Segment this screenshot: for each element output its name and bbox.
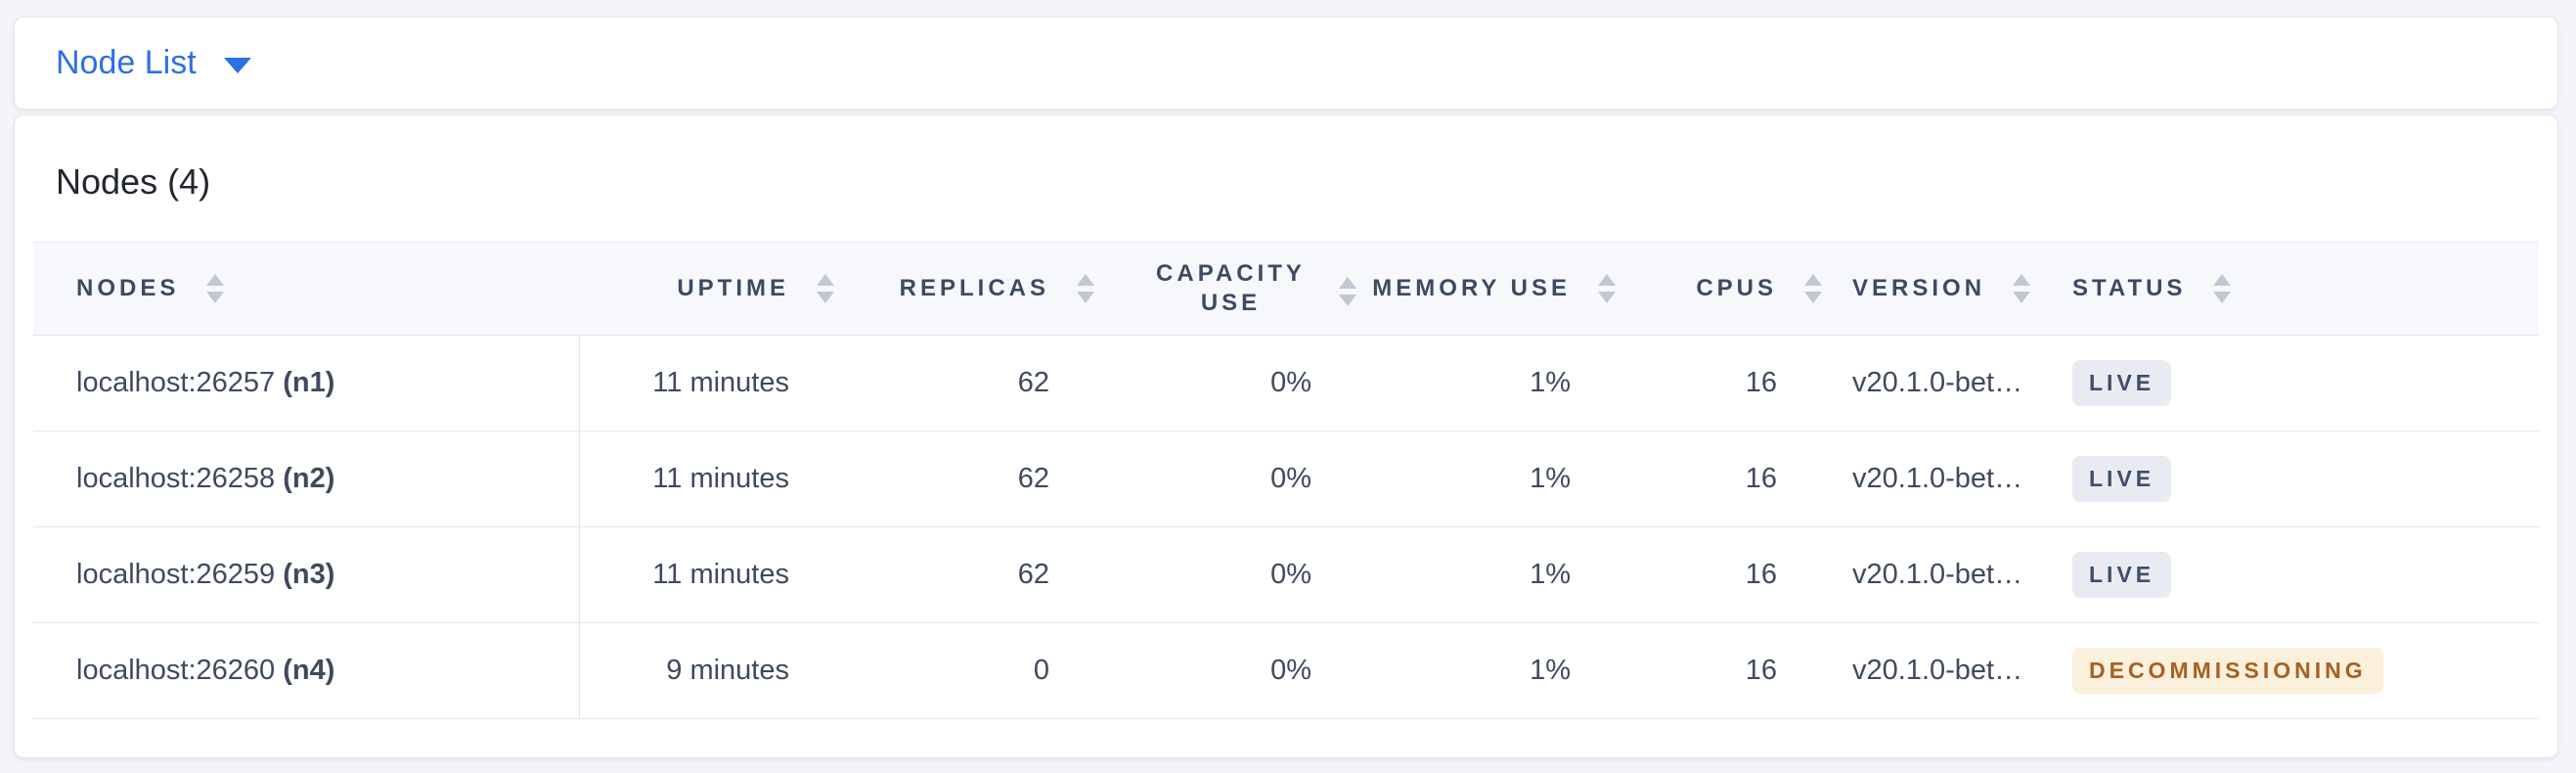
table-header-row: NODES UPTIME REPLICAS CAPACITY USE — [33, 242, 2539, 336]
column-header-version[interactable]: VERSION — [1777, 242, 2070, 336]
column-header-label: UPTIME — [677, 275, 789, 301]
replicas-value: 62 — [789, 526, 1049, 623]
sort-arrows-icon — [2013, 274, 2031, 303]
node-address: localhost:26258 — [76, 463, 276, 494]
capacity-use-value: 0% — [1049, 526, 1311, 623]
nodes-table: NODES UPTIME REPLICAS CAPACITY USE — [33, 242, 2539, 719]
sort-arrows-icon — [1077, 274, 1094, 303]
cpus-value: 16 — [1571, 431, 1777, 527]
nodes-card: Nodes (4) NODES UPTIME — [14, 114, 2558, 758]
column-header-label: STATUS — [2072, 275, 2187, 301]
status-badge: DECOMMISSIONING — [2072, 648, 2383, 694]
column-header-memory-use[interactable]: MEMORY USE — [1311, 242, 1616, 336]
node-address: localhost:26260 — [76, 655, 276, 686]
version-value: v20.1.0-bet… — [1777, 431, 2070, 527]
node-address-cell: localhost:26258 (n2) — [33, 431, 580, 527]
table-row: localhost:26259 (n3) 11 minutes 62 0% 1%… — [33, 526, 2539, 623]
column-header-cpus[interactable]: CPUS — [1571, 242, 1822, 336]
replicas-value: 0 — [789, 622, 1049, 719]
uptime-value: 11 minutes — [579, 526, 789, 623]
uptime-value: 9 minutes — [579, 622, 789, 719]
column-header-replicas[interactable]: REPLICAS — [789, 242, 1094, 336]
uptime-value: 11 minutes — [579, 431, 789, 527]
node-address: localhost:26257 — [76, 367, 276, 398]
memory-use-value: 1% — [1311, 622, 1571, 719]
memory-use-value: 1% — [1311, 335, 1571, 432]
view-selector-bar: Node List — [14, 17, 2558, 110]
sort-arrows-icon — [1804, 274, 1822, 303]
sort-arrows-icon — [2213, 274, 2232, 303]
status-badge: LIVE — [2072, 360, 2172, 406]
sort-arrows-icon — [1598, 274, 1616, 303]
node-id: (n3) — [283, 559, 335, 590]
column-header-label: VERSION — [1852, 275, 1986, 301]
cpus-value: 16 — [1571, 335, 1777, 432]
version-value: v20.1.0-bet… — [1777, 335, 2070, 432]
version-value: v20.1.0-bet… — [1777, 622, 2070, 719]
cpus-value: 16 — [1571, 622, 1777, 719]
page-title: Nodes (4) — [56, 161, 211, 202]
memory-use-value: 1% — [1311, 431, 1571, 527]
column-header-label: CAPACITY USE — [1156, 260, 1306, 316]
table-row: localhost:26260 (n4) 9 minutes 0 0% 1% 1… — [33, 622, 2539, 719]
caret-down-icon — [223, 57, 251, 73]
version-value: v20.1.0-bet… — [1777, 526, 2070, 623]
capacity-use-value: 0% — [1049, 622, 1311, 719]
capacity-use-value: 0% — [1049, 431, 1311, 527]
status-badge: LIVE — [2072, 552, 2172, 598]
node-id: (n1) — [283, 367, 335, 398]
node-id: (n4) — [283, 655, 335, 686]
replicas-value: 62 — [789, 335, 1049, 432]
uptime-value: 11 minutes — [579, 335, 789, 432]
replicas-value: 62 — [789, 431, 1049, 527]
column-header-label: REPLICAS — [899, 275, 1049, 301]
node-address: localhost:26259 — [76, 559, 276, 590]
sort-arrows-icon — [206, 274, 225, 303]
column-header-label: CPUS — [1696, 275, 1777, 301]
column-header-capacity-use[interactable]: CAPACITY USE — [1049, 242, 1356, 336]
capacity-use-value: 0% — [1049, 335, 1311, 432]
node-address-cell: localhost:26259 (n3) — [33, 526, 580, 623]
column-header-label: NODES — [76, 275, 180, 301]
node-id: (n2) — [283, 463, 335, 494]
view-selector-dropdown[interactable]: Node List — [56, 44, 251, 82]
node-address-cell: localhost:26260 (n4) — [33, 622, 580, 719]
sort-arrows-icon — [817, 274, 834, 303]
status-badge: LIVE — [2072, 456, 2172, 502]
node-address-cell: localhost:26257 (n1) — [33, 335, 580, 432]
memory-use-value: 1% — [1311, 526, 1571, 623]
cpus-value: 16 — [1571, 526, 1777, 623]
table-row: localhost:26258 (n2) 11 minutes 62 0% 1%… — [33, 431, 2539, 527]
column-header-uptime[interactable]: UPTIME — [579, 242, 834, 336]
view-selector-label: Node List — [56, 44, 197, 81]
column-header-status[interactable]: STATUS — [2070, 242, 2539, 336]
table-row: localhost:26257 (n1) 11 minutes 62 0% 1%… — [33, 335, 2539, 432]
column-header-nodes[interactable]: NODES — [33, 242, 579, 336]
sort-arrows-icon — [1339, 277, 1356, 306]
column-header-label: MEMORY USE — [1372, 275, 1571, 301]
